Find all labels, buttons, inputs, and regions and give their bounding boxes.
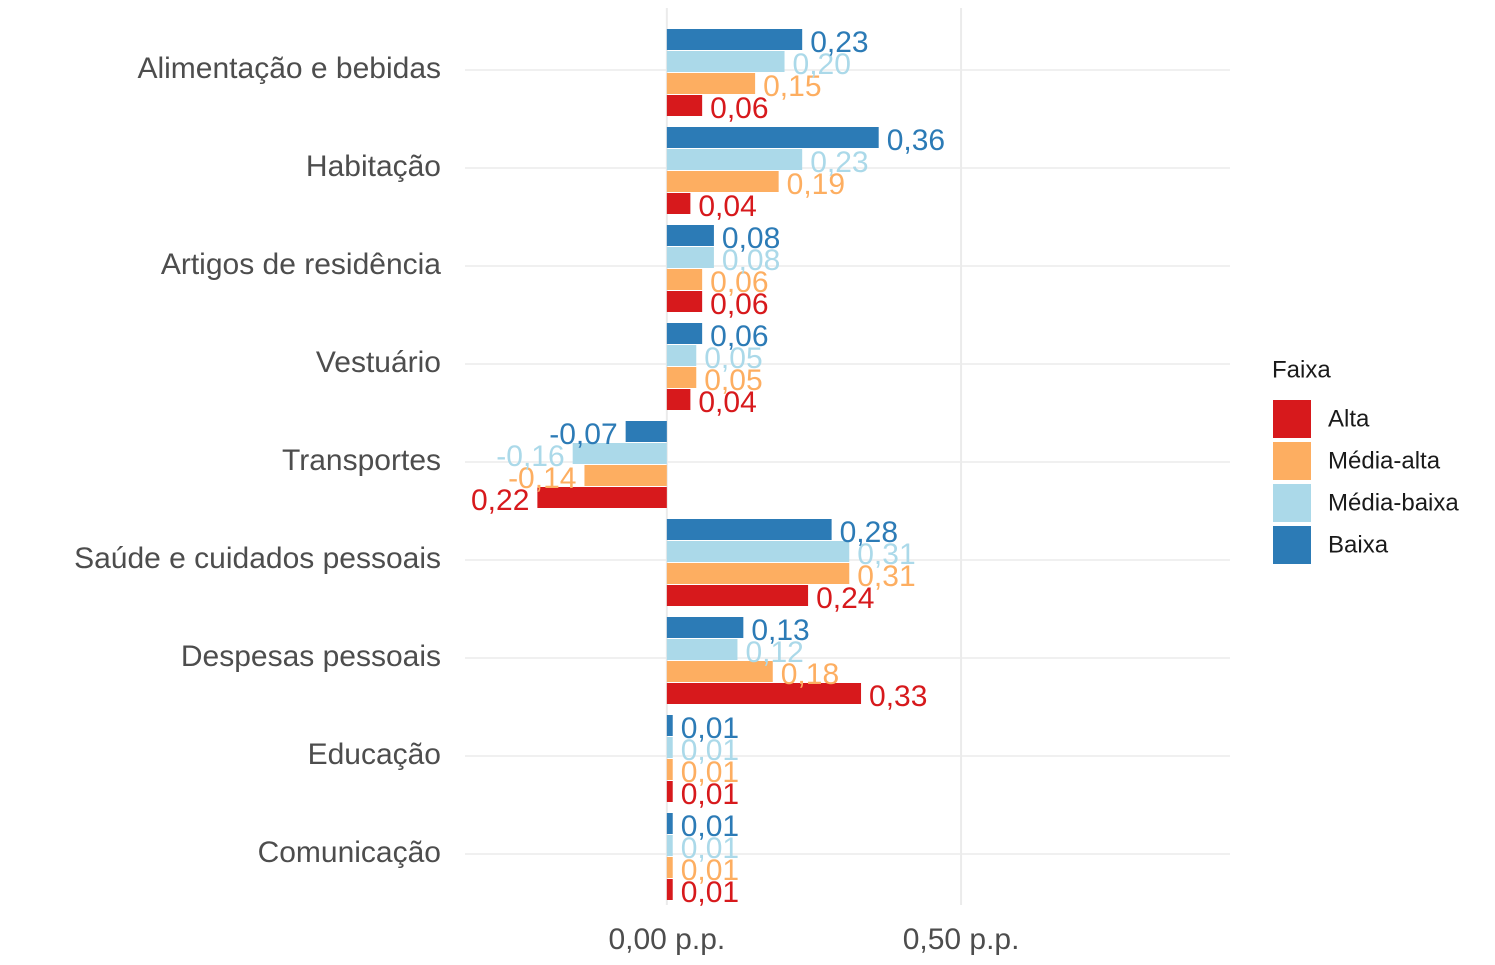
value-label: 0,31 [857,560,915,593]
bar [666,683,862,704]
x-tick-label: 0,50 p.p. [903,923,1020,956]
bar [666,585,809,606]
bar [666,813,673,834]
value-label: 0,12 [745,636,803,669]
value-label: 0,23 [810,26,868,59]
value-label: 0,08 [722,244,780,277]
value-label: 0,01 [681,854,739,887]
bar [666,127,879,148]
legend-label: Baixa [1328,531,1389,558]
value-label: 0,31 [857,538,915,571]
y-tick-label: Saúde e cuidados pessoais [74,542,441,575]
bar [666,879,673,900]
bar [537,487,667,508]
bar [666,541,850,562]
bar [666,225,714,246]
bar [666,639,738,660]
value-label: 0,01 [681,734,739,767]
value-label: -0,16 [496,440,564,473]
y-tick-label: Habitação [306,150,441,183]
bar [625,421,667,442]
bar [666,367,697,388]
value-label: 0,13 [751,614,809,647]
bar [666,269,703,290]
value-label: 0,01 [681,778,739,811]
legend-label: Média-baixa [1328,489,1459,516]
value-label: 0,04 [698,386,756,419]
value-label: 0,28 [840,516,898,549]
legend-key [1273,526,1311,564]
legend-label: Alta [1328,405,1370,432]
bar [666,291,703,312]
legend-key [1273,442,1311,480]
value-label: 0,04 [698,190,756,223]
value-label: 0,06 [710,92,768,125]
bar [572,443,667,464]
bar [666,389,691,410]
value-label: -0,14 [508,462,576,495]
legend-label: Média-alta [1328,447,1441,474]
y-tick-label: Comunicação [258,836,441,869]
bar [666,323,703,344]
value-label: 0,24 [816,582,874,615]
value-label: 0,19 [787,168,845,201]
bar [666,857,673,878]
bar [666,715,673,736]
bar [666,193,691,214]
bar [666,247,714,268]
value-label: 0,01 [681,876,739,909]
value-label: 0,36 [887,124,945,157]
y-tick-label: Educação [308,738,441,771]
bar [666,95,703,116]
value-label: 0,01 [681,712,739,745]
bar [666,345,697,366]
y-tick-label: Alimentação e bebidas [137,52,441,85]
bar [666,29,803,50]
value-label: 0,15 [763,70,821,103]
value-label: 0,18 [781,658,839,691]
y-tick-label: Despesas pessoais [181,640,441,673]
bar [666,759,673,780]
value-label: 0,05 [704,364,762,397]
value-label: 0,33 [869,680,927,713]
y-tick-label: Artigos de residência [161,248,441,281]
value-label: 0,06 [710,320,768,353]
value-label: 0,06 [710,266,768,299]
bar [584,465,667,486]
legend-title: Faixa [1272,356,1331,383]
value-label: 0,05 [704,342,762,375]
bar [666,519,832,540]
bar [666,563,850,584]
bar [666,617,744,638]
value-label: 0,08 [722,222,780,255]
value-label: 0,01 [681,810,739,843]
bar [666,149,803,170]
value-label: 0,01 [681,832,739,865]
value-label: 0,01 [681,756,739,789]
value-label: 0,23 [810,146,868,179]
value-label: -0,07 [549,418,617,451]
bar [666,661,773,682]
value-label: 0,22 [471,484,529,517]
y-tick-label: Transportes [282,444,441,477]
bar [666,171,779,192]
y-tick-label: Vestuário [316,346,441,379]
bar [666,835,673,856]
legend-key [1273,484,1311,522]
bar [666,51,785,72]
bar [666,73,756,94]
value-label: 0,06 [710,288,768,321]
value-label: 0,20 [793,48,851,81]
bar [666,781,673,802]
bar [666,737,673,758]
legend-key [1273,400,1311,438]
x-tick-label: 0,00 p.p. [608,923,725,956]
